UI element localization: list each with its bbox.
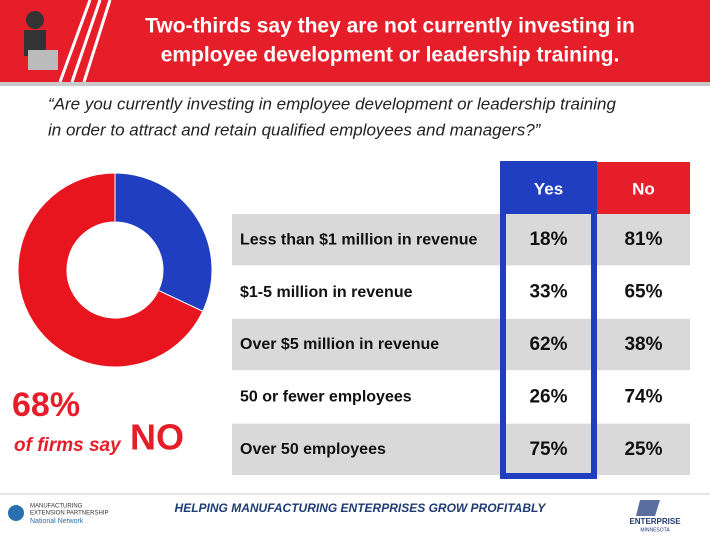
logo-text: National Network [30,518,84,525]
donut-segment [17,172,204,368]
row-background [232,318,690,371]
row-label: Over 50 employees [240,441,386,458]
row-label: $1-5 million in revenue [240,284,413,301]
cell-value: 65% [624,282,662,303]
row-background [232,371,690,423]
header-shadow [0,82,710,86]
table: Yes No Less than $1 million in revenue 18% 8… [232,161,690,479]
cell-value: 62% [529,334,567,355]
header-figure [24,0,112,83]
cell-value: 33% [529,282,567,303]
row-label: Less than $1 million in revenue [240,231,478,248]
callout-emphasis: NO [130,417,184,458]
cell-value: 81% [624,229,662,250]
cell-value: 75% [529,439,567,460]
question: “Are you currently investing in employee… [48,94,616,113]
row-background [232,214,690,266]
column-header: No [632,179,655,198]
column-header: Yes [534,179,563,198]
callout-text: of firms say [14,435,122,456]
header-band [0,0,710,82]
logo-text: EXTENSION PARTNERSHIP [30,511,108,517]
tagline: HELPING MANUFACTURING ENTERPRISES GROW P… [175,501,547,515]
question: in order to attract and retain qualified… [48,120,542,139]
column-header-cell [500,162,597,214]
enterprise-logo [636,500,660,516]
donut-chart [17,172,213,368]
row-background [232,266,690,318]
title: Two-thirds say they are not currently in… [145,15,635,38]
cell-value: 25% [624,439,662,460]
callout-value: 68% [12,386,80,424]
logo-text: MANUFACTURING [30,504,83,510]
cell-value: 26% [529,386,567,407]
donut-segment [114,172,213,312]
mep-logo [8,505,24,521]
yes-column-highlight [500,161,597,479]
cell-value: 18% [529,229,567,250]
title: employee development or leadership train… [161,44,620,67]
column-header-cell [597,162,690,214]
cell-value: 38% [624,334,662,355]
logo-text: MINNESOTA [640,527,670,533]
row-label: Over $5 million in revenue [240,336,439,353]
row-background [232,423,690,475]
cell-value: 74% [624,386,662,407]
logo-text: ENTERPRISE [629,517,681,526]
row-label: 50 or fewer employees [240,389,412,406]
